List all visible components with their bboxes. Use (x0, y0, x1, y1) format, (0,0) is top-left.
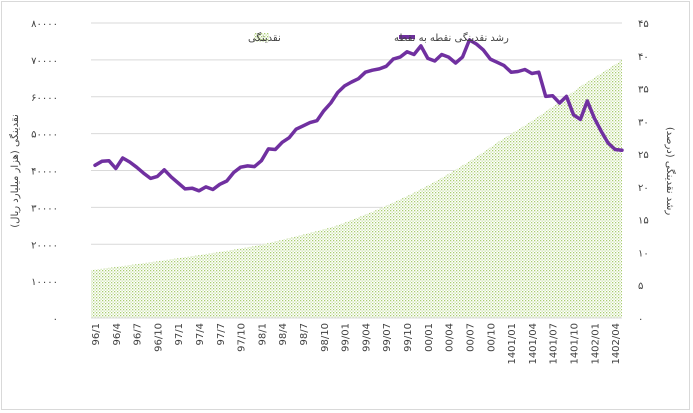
x-tick-label: 96/4 (112, 323, 123, 345)
x-tick-label: 97/4 (195, 323, 206, 345)
right-tick-label: ۱۵ (638, 216, 649, 227)
right-tick-label: ۱۰ (638, 248, 649, 259)
left-tick-label: ۴۰۰۰۰ (31, 167, 58, 178)
right-axis-title: رشد نقدینگی (درصد) (664, 127, 676, 216)
x-tick-label: 96/10 (153, 323, 164, 352)
x-tick-label: 1402/01 (590, 323, 601, 365)
right-tick-label: ۳۰ (638, 117, 649, 128)
x-tick-label: 99/04 (361, 323, 372, 352)
x-tick-label: 1401/04 (528, 323, 539, 365)
x-tick-label: 1402/04 (611, 323, 622, 365)
x-tick-label: 00/10 (486, 323, 497, 352)
left-tick-label: ۰ (53, 314, 58, 325)
x-tick-label: 1401/01 (507, 323, 518, 365)
x-tick-label: 1401/10 (570, 323, 581, 365)
legend-line-label: رشد نقدینگی نقطه به نقطه (394, 32, 509, 44)
x-tick-label: 99/07 (382, 323, 393, 352)
left-tick-label: ۸۰۰۰۰ (31, 19, 58, 30)
left-tick-label: ۳۰۰۰۰ (31, 203, 58, 214)
x-tick-label: 98/1 (257, 323, 268, 345)
x-tick-label: 96/1 (91, 323, 102, 345)
x-tick-label: 97/1 (174, 323, 185, 345)
right-tick-label: ۵ (638, 281, 643, 292)
right-tick-label: ۴۰ (638, 52, 649, 63)
left-tick-label: ۲۰۰۰۰ (31, 240, 58, 251)
right-tick-label: ۲۵ (638, 150, 649, 161)
liquidity-chart: ۰ ۱۰۰۰۰ ۲۰۰۰۰ ۳۰۰۰۰ ۴۰۰۰۰ ۵۰۰۰۰ ۶۰۰۰۰ ۷۰۰۰۰ ۸۰۰۰… (0, 0, 693, 413)
x-tick-label: 1401/07 (549, 323, 560, 365)
left-tick-label: ۷۰۰۰۰ (31, 56, 58, 67)
right-tick-label: ۰ (638, 314, 643, 325)
left-axis-title: نقدینگی (هزار میلیارد ریال) (9, 114, 21, 227)
x-tick-label: 00/07 (465, 323, 476, 352)
left-tick-label: ۶۰۰۰۰ (31, 93, 58, 104)
x-tick-label: 00/01 (424, 323, 435, 352)
legend-area-label: نقدینگی (248, 32, 281, 44)
x-tick-label: 99/01 (341, 323, 352, 352)
left-tick-label: ۵۰۰۰۰ (31, 130, 58, 141)
right-tick-label: ۳۵ (638, 85, 649, 96)
x-tick-label: 97/10 (237, 323, 248, 352)
x-tick-label: 98/10 (320, 323, 331, 352)
x-tick-label: 97/7 (216, 323, 227, 345)
legend: نقدینگی رشد نقدینگی نقطه به نقطه (248, 32, 509, 44)
x-tick-label: 98/7 (299, 323, 310, 345)
x-tick-label: 00/04 (445, 323, 456, 352)
area-series (91, 60, 622, 318)
right-tick-label: ۲۰ (638, 183, 649, 194)
right-tick-label: ۴۵ (638, 19, 649, 30)
liquidity-area (91, 60, 622, 318)
x-tick-label: 96/7 (133, 323, 144, 345)
left-tick-label: ۱۰۰۰۰ (31, 277, 58, 288)
x-tick-label: 98/4 (278, 323, 289, 345)
x-tick-label: 99/10 (403, 323, 414, 352)
